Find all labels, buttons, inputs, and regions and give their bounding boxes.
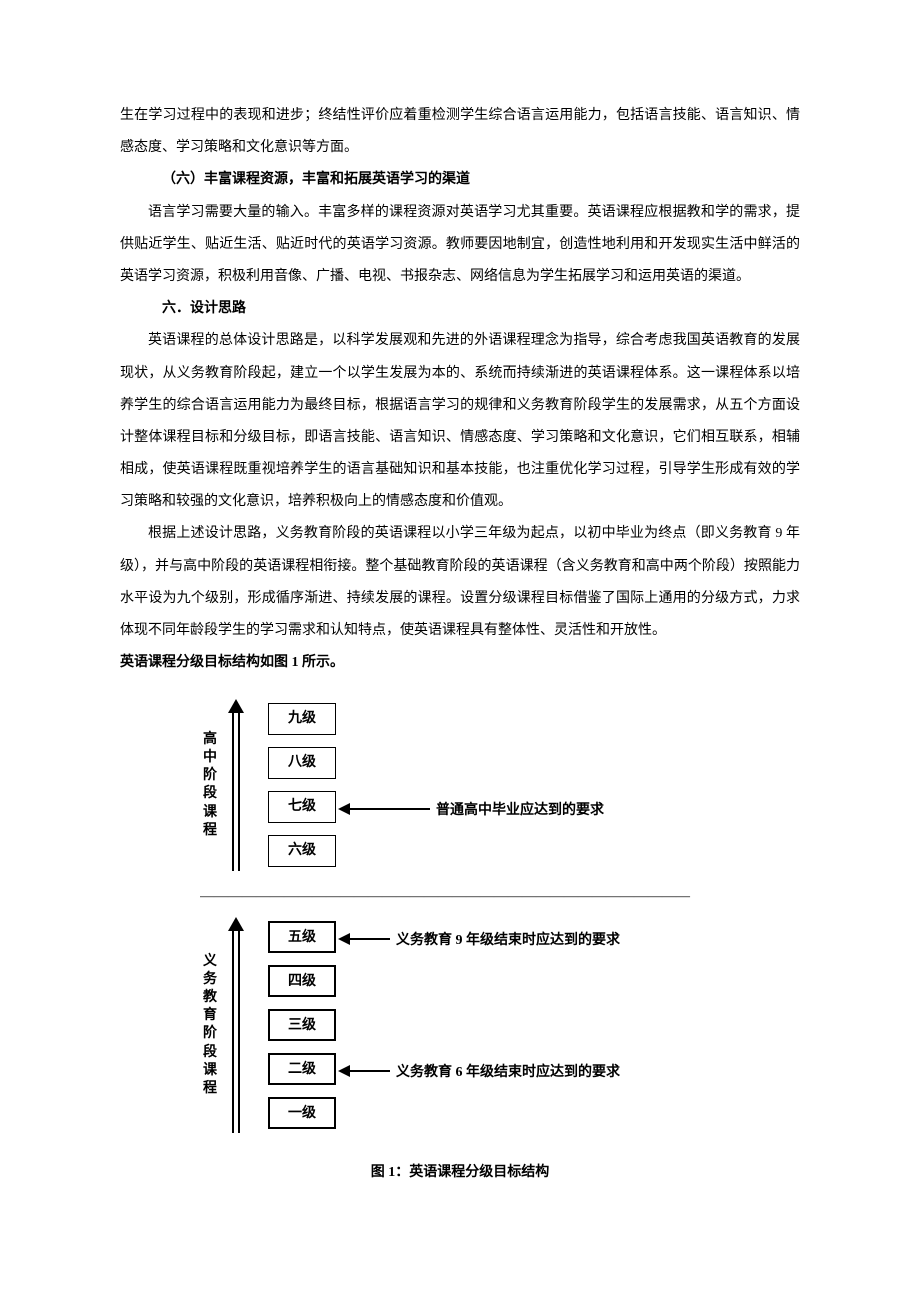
vlabel-char: 教 [203,989,217,1007]
annotation-grade-9: 义务教育 9 年级结束时应达到的要求 [338,929,620,949]
level-box-9: 九级 [268,703,336,735]
paragraph: 生在学习过程中的表现和进步；终结性评价应着重检测学生综合语言运用能力，包括语言技… [120,100,800,164]
level-boxes-top: 九级 八级 七级 六级 [246,699,336,871]
vlabel-char: 段 [203,785,217,803]
section-label-high-school: 高 中 阶 段 课 程 [200,699,220,871]
vlabel-char: 阶 [203,1025,217,1043]
up-arrow-icon [226,917,246,1133]
subsection-heading: （六）丰富课程资源，丰富和拓展英语学习的渠道 [162,164,800,196]
level-box-5: 五级 [268,921,336,953]
paragraph: 英语课程的总体设计思路是，以科学发展观和先进的外语课程理念为指导，综合考虑我国英… [120,325,800,518]
vlabel-char: 程 [203,822,217,840]
level-box-3: 三级 [268,1009,336,1041]
level-box-4: 四级 [268,965,336,997]
high-school-section: 高 中 阶 段 课 程 九级 八级 七级 六级 普通高中毕业应达到的要求 [200,699,800,871]
annotation-high-school-grad: 普通高中毕业应达到的要求 [338,799,604,819]
level-box-7: 七级 [268,791,336,823]
vlabel-char: 义 [203,953,217,971]
left-arrow-icon [338,803,430,815]
level-structure-diagram: 高 中 阶 段 课 程 九级 八级 七级 六级 普通高中毕业应达到的要求 [120,699,800,1133]
section-heading: 六．设计思路 [162,293,800,325]
annotation-text: 义务教育 9 年级结束时应达到的要求 [396,929,620,949]
vlabel-char: 阶 [203,767,217,785]
vlabel-char: 高 [203,731,217,749]
figure-lead-in: 英语课程分级目标结构如图 1 所示。 [120,647,800,679]
vlabel-char: 中 [203,749,217,767]
level-box-8: 八级 [268,747,336,779]
level-box-6: 六级 [268,835,336,867]
left-arrow-icon [338,933,390,945]
compulsory-education-section: 义 务 教 育 阶 段 课 程 五级 四级 三级 二级 一级 义务 [200,917,800,1133]
annotation-grade-6: 义务教育 6 年级结束时应达到的要求 [338,1061,620,1081]
paragraph: 语言学习需要大量的输入。丰富多样的课程资源对英语学习尤其重要。英语课程应根据教和… [120,197,800,294]
vlabel-char: 务 [203,971,217,989]
level-box-2: 二级 [268,1053,336,1085]
annotation-column: 普通高中毕业应达到的要求 [336,699,800,871]
annotation-text: 普通高中毕业应达到的要求 [436,799,604,819]
vlabel-char: 育 [203,1007,217,1025]
level-box-1: 一级 [268,1097,336,1129]
left-arrow-icon [338,1065,390,1077]
up-arrow-icon [226,699,246,871]
section-label-compulsory: 义 务 教 育 阶 段 课 程 [200,917,220,1133]
vlabel-char: 程 [203,1080,217,1098]
paragraph: 根据上述设计思路，义务教育阶段的英语课程以小学三年级为起点，以初中毕业为终点（即… [120,518,800,647]
vlabel-char: 段 [203,1044,217,1062]
vlabel-char: 课 [203,804,217,822]
annotation-column: 义务教育 9 年级结束时应达到的要求 义务教育 6 年级结束时应达到的要求 [336,917,800,1133]
level-boxes-bottom: 五级 四级 三级 二级 一级 [246,917,336,1133]
annotation-text: 义务教育 6 年级结束时应达到的要求 [396,1061,620,1081]
section-divider: ——————————————————————————————————— [200,889,800,905]
vlabel-char: 课 [203,1062,217,1080]
figure-caption: 图 1：英语课程分级目标结构 [120,1161,800,1181]
